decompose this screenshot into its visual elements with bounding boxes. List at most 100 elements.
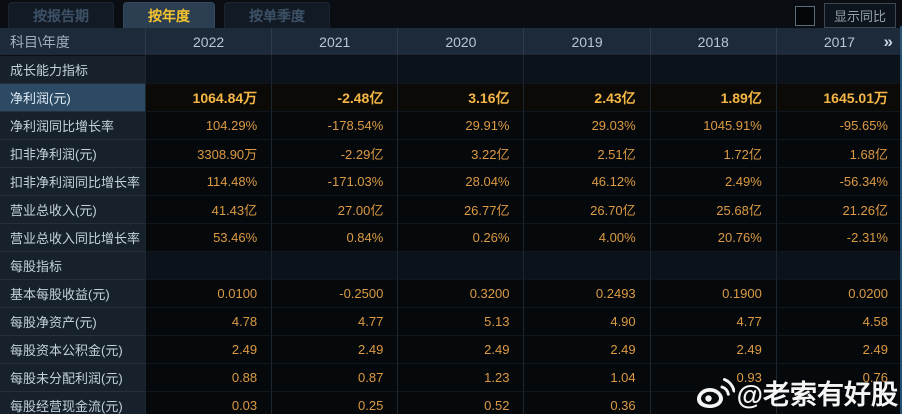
cell-2018: 2.49% [649,168,776,196]
cell-2022: 114.48% [145,168,272,196]
cell-2018: 1045.91% [649,112,776,140]
cell-2021 [271,252,398,280]
row-label: 净利润同比增长率 [0,112,145,140]
tab-report-period[interactable]: 按报告期 [8,2,114,28]
section-header-row: 每股指标 [0,252,902,280]
show-yoy-checkbox[interactable] [794,5,815,26]
table-row: 每股资本公积金(元) 2.49 2.49 2.49 2.49 2.49 2.49 [0,336,902,364]
cell-2017: 1.68亿 [775,140,902,168]
cell-2018: 1.89亿 [649,84,776,112]
table-row: 每股净资产(元) 4.78 4.77 5.13 4.90 4.77 4.58 [0,308,902,336]
table-row: 扣非净利润(元) 3308.90万 -2.29亿 3.22亿 2.51亿 1.72亿 1.6… [0,140,902,168]
row-label: 每股净资产(元) [0,308,145,336]
cell-2022: 0.0100 [145,280,272,308]
cell-2019: 2.43亿 [523,84,650,112]
table-row: 每股未分配利润(元) 0.88 0.87 1.23 1.04 0.93 0.76 [0,364,902,392]
cell-2017: 21.26亿 [775,196,902,224]
cell-2019: 4.00% [523,224,650,252]
cell-2022: 0.88 [145,364,272,392]
cell-2018: 0.93 [649,364,776,392]
cell-2021: -0.2500 [271,280,398,308]
cell-2019: 4.90 [523,308,650,336]
cell-2021: 0.87 [271,364,398,392]
column-header-subject-year: 科目\年度 [0,28,145,56]
cell-2021: -178.54% [271,112,398,140]
cell-2017 [775,56,902,84]
cell-2020: 0.52 [397,392,524,414]
cell-2019: 0.36 [523,392,650,414]
row-label: 营业总收入同比增长率 [0,224,145,252]
table-row: 营业总收入(元) 41.43亿 27.00亿 26.77亿 26.70亿 25.68亿 21… [0,196,902,224]
cell-2019: 46.12% [523,168,650,196]
row-label: 每股指标 [0,252,145,280]
column-header-2020: 2020 [397,28,524,56]
cell-2018: 20.76% [649,224,776,252]
cell-2017: -56.34% [775,168,902,196]
cell-2020: 29.91% [397,112,524,140]
column-header-2017: 2017» [775,28,902,56]
cell-2017: 4.58 [775,308,902,336]
cell-2022 [145,252,272,280]
tab-annual[interactable]: 按年度 [123,2,215,28]
cell-2022: 104.29% [145,112,272,140]
cell-2022: 53.46% [145,224,272,252]
table-row: 每股经营现金流(元) 0.03 0.25 0.52 0.36 [0,392,902,414]
table-row: 基本每股收益(元) 0.0100 -0.2500 0.3200 0.2493 0.1900… [0,280,902,308]
cell-2017: 0.0200 [775,280,902,308]
row-label: 成长能力指标 [0,56,145,84]
cell-2019: 2.49 [523,336,650,364]
row-label: 营业总收入(元) [0,196,145,224]
row-label: 基本每股收益(元) [0,280,145,308]
more-years-icon[interactable]: » [883,31,893,51]
cell-2018: 4.77 [649,308,776,336]
cell-2022: 1064.84万 [145,84,272,112]
row-label: 每股未分配利润(元) [0,364,145,392]
cell-2020: 0.3200 [397,280,524,308]
cell-2018: 0.1900 [649,280,776,308]
cell-2018: 2.49 [649,336,776,364]
row-label: 每股经营现金流(元) [0,392,145,414]
cell-2020 [397,56,524,84]
tab-single-quarter[interactable]: 按单季度 [224,2,330,28]
table-row: 扣非净利润同比增长率 114.48% -171.03% 28.04% 46.12% 2.4… [0,168,902,196]
cell-2022: 0.03 [145,392,272,414]
cell-2019 [523,252,650,280]
show-yoy-label[interactable]: 显示同比 [823,3,896,28]
row-label: 扣非净利润(元) [0,140,145,168]
cell-2017: -95.65% [775,112,902,140]
financial-table: 科目\年度 2022 2021 2020 2019 2018 2017» 成长能力指标 净利润(… [0,28,902,414]
cell-2019: 29.03% [523,112,650,140]
column-header-2021: 2021 [271,28,398,56]
cell-2021: -171.03% [271,168,398,196]
cell-2020: 2.49 [397,336,524,364]
cell-2020: 26.77亿 [397,196,524,224]
cell-2018 [649,252,776,280]
cell-2020: 5.13 [397,308,524,336]
row-label: 扣非净利润同比增长率 [0,168,145,196]
section-header-row: 成长能力指标 [0,56,902,84]
cell-2017 [775,252,902,280]
column-header-2018: 2018 [649,28,776,56]
table-header-row: 科目\年度 2022 2021 2020 2019 2018 2017» [0,28,902,56]
cell-2022: 4.78 [145,308,272,336]
cell-2021: 4.77 [271,308,398,336]
show-yoy-control: 显示同比 [794,3,896,28]
cell-2020: 28.04% [397,168,524,196]
cell-2017 [775,392,902,414]
cell-2017: 1645.01万 [775,84,902,112]
cell-2018: 25.68亿 [649,196,776,224]
cell-2019: 2.51亿 [523,140,650,168]
column-header-2019: 2019 [523,28,650,56]
cell-2018 [649,392,776,414]
cell-2020 [397,252,524,280]
table-row: 净利润同比增长率 104.29% -178.54% 29.91% 29.03% 1045.… [0,112,902,140]
cell-2018: 1.72亿 [649,140,776,168]
period-tabbar: 按报告期 按年度 按单季度 显示同比 [0,0,902,28]
cell-2021: -2.29亿 [271,140,398,168]
cell-2021 [271,56,398,84]
cell-2020: 3.22亿 [397,140,524,168]
cell-2019: 26.70亿 [523,196,650,224]
cell-2022: 2.49 [145,336,272,364]
cell-2021: 0.84% [271,224,398,252]
row-label: 净利润(元) [0,84,145,112]
